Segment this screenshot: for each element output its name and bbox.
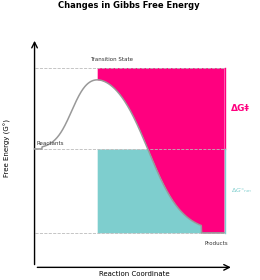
Text: Free Energy (G°): Free Energy (G°) — [4, 119, 11, 177]
Text: Products: Products — [205, 241, 229, 246]
Text: ΔG‡: ΔG‡ — [231, 104, 250, 113]
Text: Reaction Coordinate: Reaction Coordinate — [99, 271, 170, 277]
Text: Transition State: Transition State — [90, 57, 133, 62]
Text: $\Delta G°_{rxn}$: $\Delta G°_{rxn}$ — [231, 186, 252, 195]
Text: Reactants: Reactants — [37, 141, 64, 146]
Text: Changes in Gibbs Free Energy: Changes in Gibbs Free Energy — [58, 1, 200, 10]
